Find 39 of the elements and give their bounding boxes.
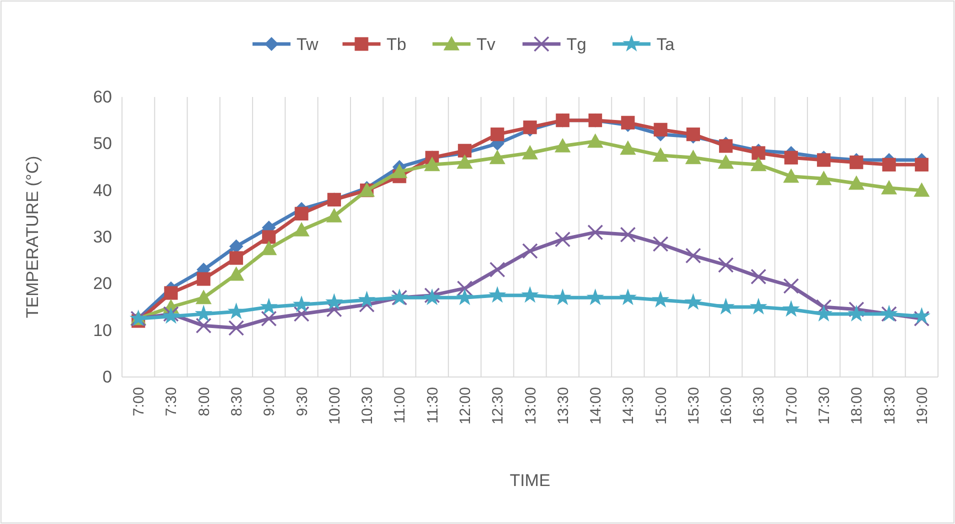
y-tick-label: 40: [93, 180, 112, 200]
x-tick-label: 12:00: [456, 387, 474, 425]
y-tick-label: 0: [102, 367, 112, 386]
x-tick-label: 10:00: [326, 387, 344, 425]
legend-label: Tb: [386, 35, 406, 54]
x-tick-label: 15:00: [652, 387, 670, 425]
y-tick-label: 20: [93, 274, 112, 294]
x-tick-label: 13:30: [554, 387, 572, 425]
x-tick-label: 17:00: [783, 387, 800, 425]
x-tick-label: 19:00: [914, 387, 931, 425]
legend-label: Tg: [566, 35, 586, 54]
y-tick-label: 30: [93, 227, 112, 246]
y-tick-label: 10: [93, 320, 112, 340]
x-tick-label: 7:00: [130, 387, 148, 416]
x-tick-label: 8:00: [196, 387, 213, 416]
legend-label: Tv: [476, 35, 496, 54]
x-tick-label: 15:30: [685, 387, 702, 425]
y-tick-label: 60: [93, 87, 112, 106]
x-tick-label: 10:30: [359, 387, 376, 425]
x-tick-label: 16:00: [718, 387, 736, 425]
x-tick-label: 14:00: [588, 387, 605, 425]
legend-label: Tw: [296, 35, 319, 54]
x-tick-label: 8:30: [228, 387, 246, 416]
x-tick-label: 9:00: [261, 387, 278, 416]
legend-label: Ta: [656, 35, 675, 54]
x-tick-label: 18:30: [881, 387, 898, 425]
x-tick-label: 14:30: [620, 387, 638, 425]
x-tick-label: 12:30: [490, 387, 507, 425]
x-tick-label: 16:30: [750, 387, 768, 425]
y-tick-label: 50: [93, 134, 112, 154]
x-tick-label: 7:30: [163, 387, 180, 416]
x-tick-label: 13:00: [522, 387, 540, 425]
x-tick-label: 9:30: [294, 387, 311, 416]
x-tick-label: 18:00: [848, 387, 866, 425]
x-tick-label: 11:30: [424, 387, 442, 424]
y-axis-title: TEMPERATURE (°C): [23, 156, 42, 318]
x-tick-label: 17:30: [816, 387, 834, 425]
x-tick-label: 11:00: [392, 387, 409, 424]
x-axis-title: TIME: [510, 471, 550, 490]
